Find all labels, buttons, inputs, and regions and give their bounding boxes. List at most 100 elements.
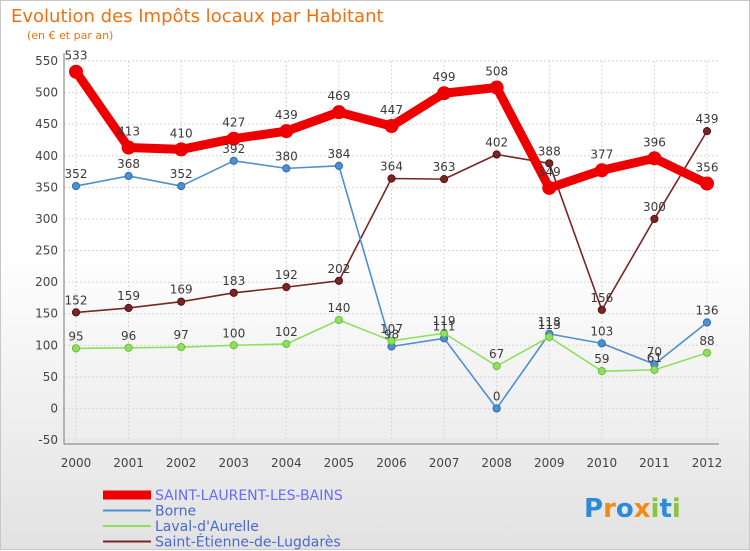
logo-letter: o (616, 494, 634, 524)
grid (64, 60, 719, 441)
logo-letter: i (672, 494, 681, 524)
legend: SAINT-LAURENT-LES-BAINSBorneLaval-d'Aure… (103, 488, 343, 551)
data-label: 363 (433, 160, 456, 174)
data-point (174, 142, 189, 157)
data-label: 67 (489, 347, 504, 361)
logo-letter: P (584, 494, 603, 524)
data-point (71, 181, 81, 191)
data-label: 88 (699, 334, 714, 348)
chart-subtitle: (en € et par an) (27, 29, 113, 42)
data-label: 103 (590, 324, 613, 338)
data-point (229, 288, 238, 297)
y-tick-label: 0 (50, 401, 58, 415)
data-label: 439 (275, 108, 298, 122)
data-point (177, 181, 186, 191)
proxiti-logo: Proxiti (584, 494, 681, 524)
data-point (650, 214, 659, 224)
data-label: 388 (538, 144, 561, 158)
data-point (226, 131, 241, 146)
x-tick-label: 2005 (324, 456, 355, 470)
data-label: 70 (647, 345, 662, 359)
x-tick-label: 2002 (166, 456, 197, 470)
data-label: 59 (594, 352, 609, 366)
data-label: 413 (117, 125, 140, 139)
legend-label: Laval-d'Aurelle (155, 519, 259, 535)
data-point (387, 336, 396, 345)
data-label: 508 (485, 65, 508, 79)
data-point (700, 176, 714, 191)
logo-letter: x (634, 494, 651, 524)
x-tick-label: 2009 (534, 456, 565, 470)
data-point (229, 341, 238, 350)
x-tick-label: 2012 (692, 456, 723, 470)
data-label: 152 (65, 293, 88, 307)
data-point (492, 361, 501, 371)
data-label: 119 (433, 314, 456, 328)
x-tick-label: 2001 (113, 456, 144, 470)
data-label: 427 (222, 116, 245, 130)
data-label: 113 (538, 318, 561, 332)
data-label: 410 (170, 126, 193, 140)
data-label: 368 (117, 157, 140, 171)
data-point (282, 339, 291, 349)
logo-letter: i (651, 494, 660, 524)
y-tick-label: 400 (35, 149, 58, 163)
data-point (334, 315, 344, 325)
data-label: 447 (380, 103, 403, 117)
data-point (279, 124, 294, 139)
data-point (439, 175, 449, 184)
data-label: 100 (222, 326, 245, 340)
data-point (492, 404, 501, 413)
data-label: 352 (170, 167, 193, 181)
x-tick-label: 2010 (587, 456, 618, 470)
data-label: 98 (384, 328, 399, 342)
data-label: 380 (275, 149, 298, 163)
data-label: 95 (68, 329, 83, 343)
data-point (124, 303, 133, 313)
data-label: 300 (643, 200, 666, 214)
y-tick-label: 300 (35, 212, 58, 226)
data-point (282, 283, 291, 292)
data-point (177, 343, 186, 352)
data-point (597, 367, 606, 376)
data-label: 156 (590, 291, 613, 305)
data-label: 107 (380, 322, 403, 336)
data-point (387, 174, 396, 183)
data-label: 96 (121, 329, 136, 343)
data-label: 159 (117, 289, 140, 303)
data-point (542, 180, 557, 195)
x-tick-label: 2006 (376, 456, 407, 470)
y-tick-label: 350 (35, 180, 58, 194)
data-label: 183 (222, 274, 245, 288)
data-labels: 152 159 169 183 192 202 364 363 402 388 156 300 439 3… (65, 49, 719, 404)
data-label: 352 (65, 167, 88, 181)
y-tick-label: 150 (35, 307, 58, 321)
data-point (439, 329, 449, 338)
y-tick-label: 250 (35, 244, 58, 258)
legend-label: SAINT-LAURENT-LES-BAINS (155, 488, 343, 504)
x-tick-label: 2004 (271, 456, 302, 470)
data-point (597, 305, 606, 314)
y-tick-label: 550 (35, 54, 58, 68)
data-label: 533 (65, 49, 88, 63)
y-tick-label: 450 (35, 117, 58, 131)
data-point (334, 276, 344, 285)
data-label: 499 (433, 70, 456, 84)
data-point (124, 171, 133, 181)
data-point (545, 159, 554, 168)
data-point (492, 150, 501, 159)
data-label: 402 (485, 135, 508, 149)
data-point (124, 343, 133, 352)
data-point (702, 127, 712, 136)
data-label: 136 (696, 304, 719, 318)
series-layer (69, 64, 714, 413)
data-point (71, 308, 81, 317)
data-point (489, 80, 504, 95)
data-label: 364 (380, 159, 403, 173)
x-tick-label: 2011 (639, 456, 670, 470)
y-tick-label: -50 (38, 433, 58, 447)
data-point (647, 151, 662, 166)
data-point (177, 297, 186, 306)
chart-title: Evolution des Impôts locaux par Habitant (11, 6, 384, 27)
